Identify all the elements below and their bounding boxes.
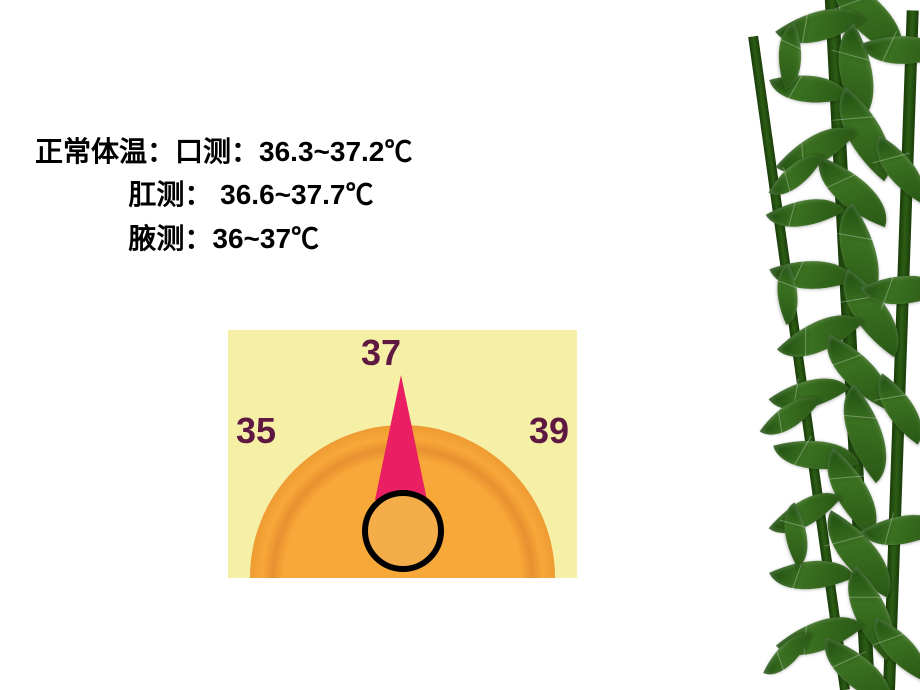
temp-line-oral: 正常体温：口测：36.3~37.2℃ (35, 130, 412, 173)
dial-label-39: 39 (529, 410, 569, 452)
bamboo-decoration (740, 0, 920, 690)
axillary-value: 36~37℃ (212, 223, 319, 254)
temperature-content: 正常体温：口测：36.3~37.2℃ 肛测： 36.6~37.7℃ 腋测：36~… (35, 130, 412, 260)
rectal-label: 肛测： (128, 179, 212, 210)
dial-label-37: 37 (361, 332, 401, 374)
axillary-label: 腋测： (128, 223, 212, 254)
title-text: 正常体温： (35, 136, 175, 167)
dial-center (362, 490, 444, 572)
dial-label-35: 35 (236, 410, 276, 452)
oral-label: 口测： (175, 136, 259, 167)
dial-pointer (375, 375, 427, 500)
rectal-value: 36.6~37.7℃ (212, 179, 373, 210)
temp-line-axillary: 腋测：36~37℃ (35, 217, 412, 260)
oral-value: 36.3~37.2℃ (259, 136, 412, 167)
thermometer-dial: 35 37 39 (228, 330, 577, 578)
temp-line-rectal: 肛测： 36.6~37.7℃ (35, 173, 412, 216)
